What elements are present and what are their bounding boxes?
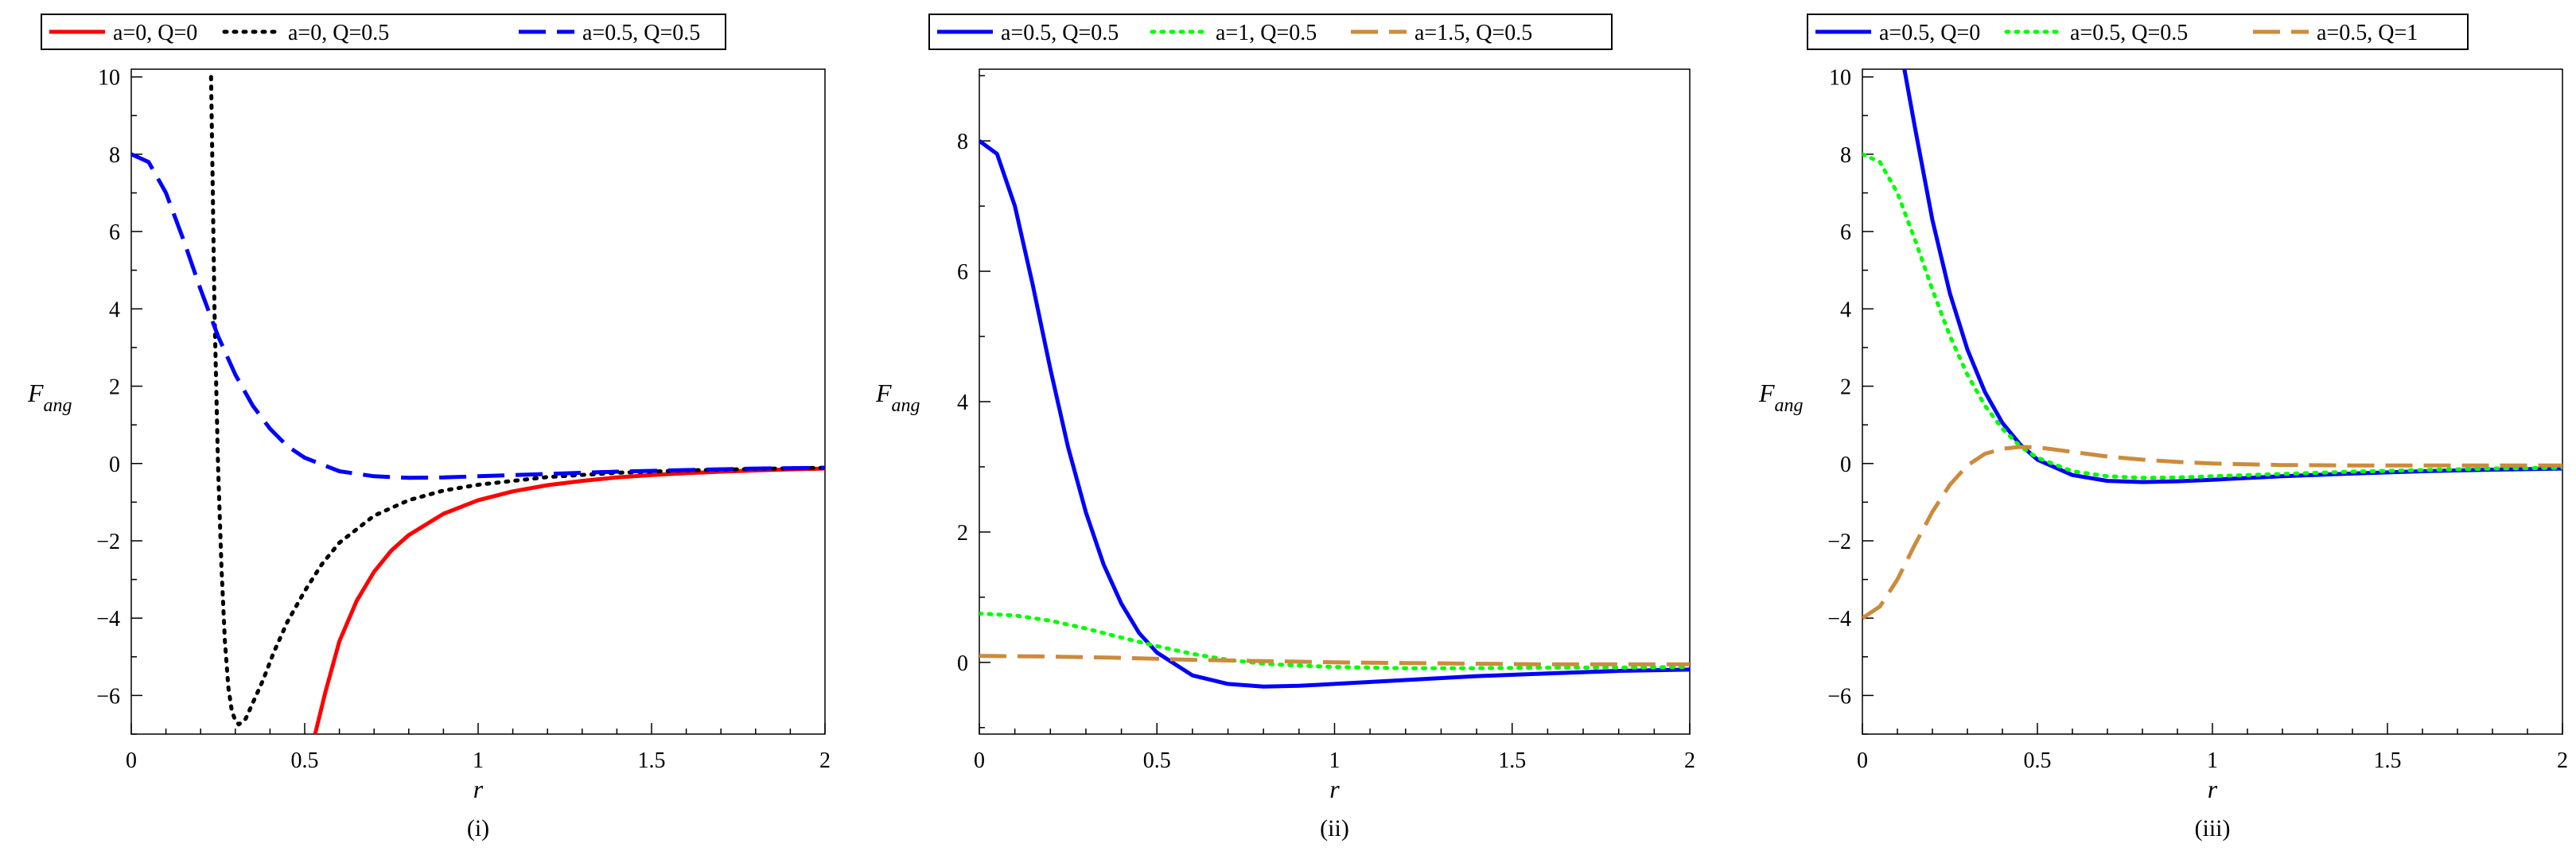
chart-2-x-tick-label: 2 xyxy=(1684,748,1695,773)
chart-1-legend-label-1: a=0, Q=0 xyxy=(113,21,197,45)
chart-panel-i: 0 0.5 1 1.5 2 −6 −4 −2 0 2 4 6 8 10 r Fang (i) a=0, Q=0 a=… xyxy=(27,14,831,841)
chart-1-panel-caption: (i) xyxy=(467,815,489,841)
chart-1-x-tick-label: 0.5 xyxy=(291,748,319,773)
chart-1-series-3-line xyxy=(131,152,825,480)
chart-3-legend-label-2: a=0.5, Q=0.5 xyxy=(2070,21,2188,45)
chart-1-y-axis-label: Fang xyxy=(27,379,72,416)
chart-panel-ii: 0 0.5 1 1.5 2 0 2 4 6 8 r Fang (ii) a=0.5, Q=0.5 a=1, … xyxy=(875,14,1695,841)
chart-1-y-tick-label: 4 xyxy=(109,297,120,322)
chart-1-x-axis-label: r xyxy=(473,775,484,803)
chart-1-x-tick-label: 1.5 xyxy=(638,748,666,773)
chart-1-y-tick-label: −2 xyxy=(96,530,120,554)
chart-2-x-tick-label: 0 xyxy=(974,748,985,773)
chart-3-y-tick-label: −6 xyxy=(1827,684,1851,709)
chart-3-legend-box xyxy=(1807,14,2469,50)
chart-3-series-3-line xyxy=(1862,445,2562,620)
chart-1-y-tick-label: 6 xyxy=(109,220,120,245)
chart-2-y-tick-label: 2 xyxy=(957,521,968,546)
chart-2-x-axis-label: r xyxy=(1329,775,1340,803)
chart-1-y-tick-label: 10 xyxy=(98,66,120,91)
chart-1-legend-box xyxy=(41,14,726,50)
chart-3-y-tick-label: 8 xyxy=(1840,143,1851,168)
chart-1-x-tick-label: 2 xyxy=(819,748,831,773)
chart-2-legend-label-1: a=0.5, Q=0.5 xyxy=(1001,21,1119,45)
chart-2-y-tick-label: 4 xyxy=(957,391,968,415)
chart-3-y-tick-label: −4 xyxy=(1827,607,1851,632)
chart-3-x-tick-label: 1.5 xyxy=(2374,748,2402,773)
chart-2-y-tick-label: 6 xyxy=(957,260,968,285)
chart-3-y-tick-label: 4 xyxy=(1840,297,1851,322)
chart-1-series-2-line xyxy=(208,75,825,727)
chart-2-series-3-line xyxy=(979,654,1690,667)
chart-2-legend-label-2: a=1, Q=0.5 xyxy=(1216,21,1317,45)
chart-1-legend-label-2: a=0, Q=0.5 xyxy=(288,21,389,45)
chart-3-plot-frame xyxy=(1862,68,2563,735)
chart-panel-iii: 0 0.5 1 1.5 2 −6 −4 −2 0 2 4 6 8 10 r Fang (iii) a=0.5, Q… xyxy=(1758,14,2568,841)
chart-1-plot-frame xyxy=(130,68,826,735)
chart-1-legend-label-3: a=0.5, Q=0.5 xyxy=(582,21,700,45)
chart-3-x-tick-label: 0.5 xyxy=(2024,748,2052,773)
chart-2-plot-frame xyxy=(979,68,1691,735)
chart-2-legend-box xyxy=(928,14,1613,50)
chart-3-y-tick-label: 2 xyxy=(1840,375,1851,400)
chart-2-x-tick-label: 1 xyxy=(1329,748,1341,773)
chart-3-panel-caption: (iii) xyxy=(2195,815,2231,841)
chart-3-legend-label-1: a=0.5, Q=0 xyxy=(1879,21,1980,45)
chart-2-legend-label-3: a=1.5, Q=0.5 xyxy=(1414,21,1532,45)
chart-2-panel-caption: (ii) xyxy=(1320,815,1349,841)
chart-1-x-tick-label: 1 xyxy=(473,748,484,773)
chart-1-y-tick-label: −6 xyxy=(96,684,120,709)
chart-2-y-axis-label: Fang xyxy=(875,379,920,416)
chart-2-plot-area xyxy=(979,139,1690,689)
chart-1-plot-area xyxy=(131,75,825,734)
chart-2-series-2-line xyxy=(979,611,1690,670)
chart-1-y-tick-label: −4 xyxy=(96,607,120,632)
chart-3-x-tick-label: 0 xyxy=(1857,748,1868,773)
chart-3-x-tick-label: 1 xyxy=(2207,748,2218,773)
chart-3-x-tick-label: 2 xyxy=(2557,748,2568,773)
chart-3-y-axis-label: Fang xyxy=(1758,379,1804,416)
chart-3-y-tick-label: 0 xyxy=(1840,453,1851,477)
chart-3-series-2-line xyxy=(1862,152,2562,480)
chart-3-series-1-line xyxy=(1902,69,2562,484)
chart-2-series-1-line xyxy=(979,139,1690,689)
chart-1-y-tick-label: 0 xyxy=(109,453,120,477)
chart-3-x-axis-label: r xyxy=(2208,775,2218,803)
chart-3-legend-label-3: a=0.5, Q=1 xyxy=(2317,21,2418,45)
chart-2-y-tick-label: 0 xyxy=(957,651,968,676)
chart-2-y-tick-label: 8 xyxy=(957,130,968,154)
chart-1-series-1-line xyxy=(313,466,825,734)
chart-1-x-tick-label: 0 xyxy=(126,748,137,773)
chart-1-y-tick-label: 8 xyxy=(109,143,120,168)
chart-3-y-tick-label: −2 xyxy=(1827,530,1851,554)
chart-1-y-tick-label: 2 xyxy=(109,375,120,400)
chart-3-plot-area xyxy=(1862,69,2562,620)
chart-3-y-tick-label: 6 xyxy=(1840,220,1851,245)
chart-3-y-tick-label: 10 xyxy=(1829,66,1851,91)
chart-2-x-tick-label: 0.5 xyxy=(1143,748,1171,773)
chart-2-x-tick-label: 1.5 xyxy=(1498,748,1526,773)
